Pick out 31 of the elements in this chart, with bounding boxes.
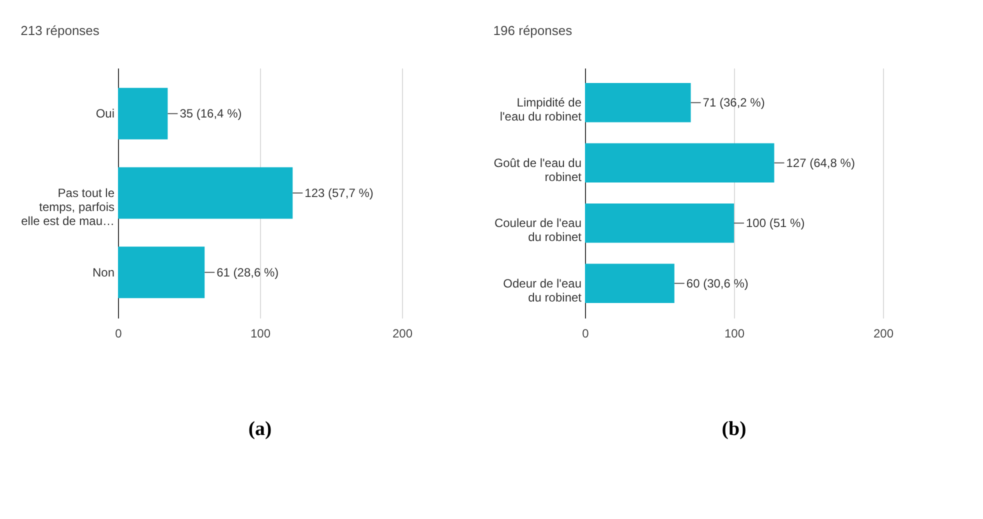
- x-tick-label: 100: [250, 326, 271, 340]
- bar: [118, 88, 168, 140]
- bar: [585, 264, 674, 303]
- y-tick-label: Goût de l'eau du robinet: [494, 156, 582, 184]
- text: (a): [248, 418, 272, 440]
- data-label: 35 (16,4 %): [180, 106, 242, 121]
- data-label: 71 (36,2 %): [702, 96, 765, 110]
- x-tick-label: 0: [582, 326, 590, 340]
- bar: [585, 204, 734, 243]
- chart-title: 213 réponses: [20, 23, 100, 38]
- y-tick-label: Oui: [96, 106, 114, 121]
- y-tick-label: Limpidité de l'eau du robinet: [500, 96, 582, 124]
- text: (b): [722, 418, 746, 440]
- data-label: 123 (57,7 %): [304, 186, 374, 200]
- data-label: 61 (28,6 %): [216, 265, 279, 280]
- data-label: 60 (30,6 %): [686, 276, 748, 290]
- bar: [585, 83, 691, 122]
- chart-title: 196 réponses: [493, 23, 573, 38]
- bar: [118, 246, 205, 298]
- x-tick-label: 200: [873, 326, 894, 340]
- x-tick-label: 200: [392, 326, 413, 340]
- x-tick-label: 100: [724, 326, 745, 340]
- y-tick-label: Non: [92, 265, 114, 280]
- x-tick-label: 0: [115, 326, 122, 340]
- data-label: 100 (51 %): [746, 216, 805, 230]
- y-tick-label: Couleur de l'eau du robinet: [494, 216, 582, 244]
- data-label: 127 (64,8 %): [786, 156, 855, 170]
- y-tick-label: Odeur de l'eau du robinet: [503, 276, 582, 304]
- bar: [118, 167, 293, 219]
- y-tick-label: Pas tout le temps, parfois elle est de mau…: [21, 186, 115, 228]
- bar: [585, 143, 774, 182]
